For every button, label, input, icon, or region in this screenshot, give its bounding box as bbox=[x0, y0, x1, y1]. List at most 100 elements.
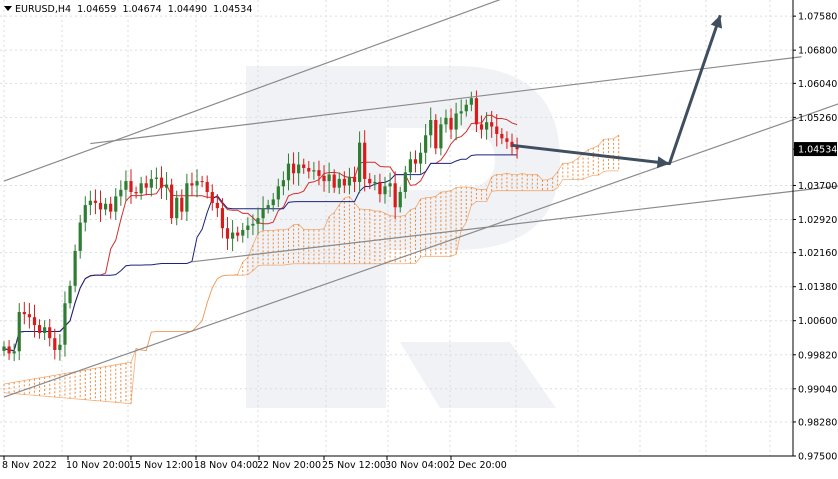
candle bbox=[114, 188, 118, 220]
candle-body bbox=[413, 159, 418, 164]
candle bbox=[43, 320, 47, 340]
candle-body bbox=[134, 192, 138, 194]
candle bbox=[398, 186, 402, 213]
candle bbox=[83, 196, 87, 232]
candle-body bbox=[114, 196, 118, 212]
candle-body bbox=[27, 314, 31, 318]
candle bbox=[180, 189, 184, 220]
candle bbox=[185, 173, 189, 222]
candle bbox=[281, 171, 285, 196]
x-tick-label: 18 Nov 04:00 bbox=[194, 460, 258, 471]
candle bbox=[210, 184, 214, 211]
candle bbox=[251, 214, 255, 236]
candle-body bbox=[363, 142, 367, 179]
candle bbox=[378, 173, 382, 203]
candle bbox=[418, 142, 423, 174]
x-tick-label: 15 Nov 12:00 bbox=[129, 460, 193, 471]
candle bbox=[312, 161, 316, 180]
candle bbox=[261, 196, 265, 231]
candle bbox=[12, 343, 16, 362]
candle-body bbox=[464, 104, 468, 112]
candle bbox=[363, 130, 367, 192]
candle bbox=[439, 117, 443, 156]
candle bbox=[408, 151, 412, 181]
kijun-sen-line bbox=[3, 154, 518, 352]
candle-body bbox=[93, 200, 98, 203]
y-tick-label: 1.05260 bbox=[798, 113, 837, 124]
x-tick-label: 2 Dec 20:00 bbox=[449, 460, 507, 471]
candle bbox=[383, 176, 387, 204]
candle-body bbox=[68, 285, 72, 304]
candle-body bbox=[500, 133, 504, 139]
open-value: 1.04659 bbox=[77, 4, 117, 15]
y-tick-label: 0.99820 bbox=[798, 350, 837, 361]
candle-body bbox=[347, 176, 352, 186]
candle-body bbox=[337, 178, 341, 188]
candle-body bbox=[393, 183, 397, 208]
candle bbox=[479, 115, 484, 139]
candle-body bbox=[195, 181, 199, 186]
candle bbox=[500, 128, 504, 145]
y-tick-label: 1.02920 bbox=[798, 215, 837, 226]
candle bbox=[119, 180, 123, 206]
candle-body bbox=[124, 181, 128, 190]
high-value: 1.04674 bbox=[122, 4, 162, 15]
candle bbox=[129, 169, 133, 204]
trendline bbox=[3, 0, 501, 182]
candle bbox=[256, 207, 260, 235]
trendline bbox=[3, 103, 838, 398]
candle bbox=[195, 169, 199, 198]
candle bbox=[88, 190, 92, 216]
candle-body bbox=[22, 312, 26, 315]
candle bbox=[434, 114, 438, 155]
grid bbox=[0, 0, 793, 457]
candle bbox=[474, 90, 479, 133]
candle-body bbox=[459, 111, 463, 114]
candle bbox=[149, 170, 153, 197]
candle-body bbox=[398, 192, 402, 208]
candle-body bbox=[215, 202, 219, 209]
candle-body bbox=[490, 122, 494, 127]
candle bbox=[53, 328, 57, 360]
candle-body bbox=[129, 181, 133, 192]
candle-body bbox=[210, 192, 214, 203]
x-tick-label: 10 Nov 20:00 bbox=[66, 460, 130, 471]
candle-body bbox=[378, 181, 382, 195]
candle bbox=[98, 190, 103, 222]
candle-body bbox=[479, 124, 484, 130]
candle-body bbox=[154, 177, 158, 179]
candle-body bbox=[149, 178, 153, 188]
candle-body bbox=[474, 98, 479, 125]
candle bbox=[337, 172, 341, 195]
candle-body bbox=[368, 178, 372, 184]
candle bbox=[32, 304, 37, 338]
candle bbox=[271, 192, 275, 212]
candle bbox=[388, 172, 392, 198]
candle bbox=[215, 194, 219, 218]
candle bbox=[48, 319, 52, 347]
candle-body bbox=[312, 170, 316, 172]
watermark-shape bbox=[400, 342, 556, 408]
candle-body bbox=[373, 181, 377, 184]
candle bbox=[510, 133, 514, 156]
candle-body bbox=[236, 232, 240, 236]
candle-body bbox=[256, 218, 260, 224]
candle-body bbox=[12, 351, 16, 354]
candle bbox=[327, 162, 331, 193]
candle bbox=[266, 199, 270, 214]
y-tick-label: 0.97500 bbox=[798, 452, 837, 463]
candle bbox=[220, 198, 225, 239]
y-tick-label: 1.07580 bbox=[798, 12, 837, 23]
candle-body bbox=[78, 222, 82, 251]
candle-body bbox=[271, 199, 275, 206]
candle bbox=[464, 99, 468, 117]
triangle-down-icon[interactable] bbox=[4, 6, 12, 11]
candle-body bbox=[266, 205, 270, 209]
candle-body bbox=[119, 189, 123, 197]
candle bbox=[469, 91, 473, 112]
candle-body bbox=[439, 124, 443, 149]
candle-body bbox=[251, 223, 255, 226]
candle bbox=[459, 99, 463, 126]
candle bbox=[403, 165, 407, 199]
